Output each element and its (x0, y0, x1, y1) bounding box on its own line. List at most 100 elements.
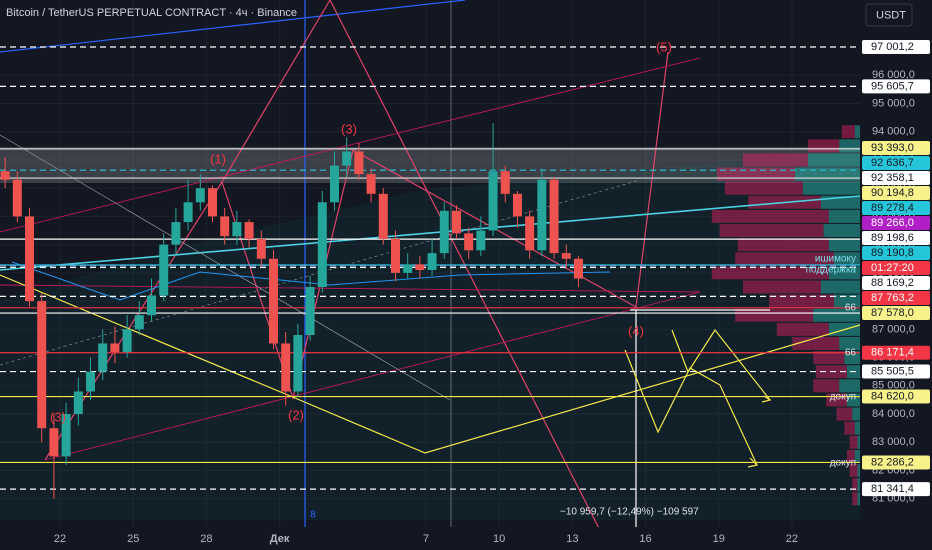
level-note: 66 (845, 348, 857, 359)
currency-box[interactable] (865, 3, 913, 27)
annotations: (1) (2) (3) (4) (5) (3) 66 66 66 докуп д… (50, 0, 886, 521)
y-tick-label: 96 000,0 (872, 69, 915, 81)
profile-down (776, 322, 829, 336)
level-label-box (862, 276, 930, 291)
level-label: 92 358,1 (871, 172, 914, 184)
candle-body (122, 329, 132, 352)
candle-body (110, 343, 120, 352)
candle-body (86, 371, 96, 392)
candle-body (37, 301, 47, 429)
level-label: 95 605,7 (871, 80, 914, 92)
profile-down (813, 379, 840, 393)
level-label-box (862, 389, 930, 404)
countdown-box (862, 261, 930, 276)
y-tick-label: 94 000,0 (872, 126, 915, 138)
level-label-box (862, 231, 930, 246)
profile-up (857, 435, 860, 449)
candle-body (488, 171, 498, 231)
wave-label: (2) (288, 407, 304, 422)
profile-down (719, 224, 824, 238)
candle-body (293, 335, 303, 392)
profile-up (828, 238, 860, 252)
level-label-box (862, 306, 930, 321)
level-label: 89 190,8 (871, 247, 914, 259)
level-label: 81 341,4 (871, 483, 914, 495)
trend-line (0, 274, 861, 454)
candle-body (537, 179, 547, 251)
profile-up (823, 224, 860, 238)
profile-up (857, 492, 860, 506)
channel-line (0, 284, 701, 293)
level-label-box (862, 216, 930, 231)
level-note: докуп (830, 392, 856, 403)
bar-number: 8 (310, 510, 316, 521)
candle-body (342, 151, 352, 166)
candle-body (25, 216, 35, 302)
profile-down (724, 181, 803, 195)
level-label: 89 198,6 (871, 232, 914, 244)
candle-body (403, 264, 413, 273)
candle-body (147, 295, 157, 316)
profile-down (836, 407, 853, 421)
profile-down (743, 153, 808, 167)
candle-body (378, 193, 388, 240)
profile-up (854, 125, 860, 139)
wave-label: (3) (341, 121, 357, 136)
profile-down (792, 336, 840, 350)
profile-up (852, 407, 860, 421)
level-label: 88 169,2 (871, 277, 914, 289)
profile-up (839, 379, 860, 393)
profile-up (834, 252, 860, 266)
candle-body (0, 171, 10, 180)
candle-body (464, 233, 474, 251)
scenario-arrow (671, 328, 771, 401)
profile-up (839, 336, 860, 350)
candle-body (525, 216, 535, 251)
zones (0, 147, 860, 520)
wave-label: (5) (656, 39, 672, 54)
measure-label: −10 959,7 (−12,49%) −109 597 (560, 507, 699, 518)
level-labels: 81 341,4 82 286,2 84 620,0 85 505,5 86 171,4… (862, 39, 930, 497)
level-label: 89 266,0 (871, 217, 914, 229)
y-tick-label: 83 000,0 (872, 436, 915, 448)
currency[interactable]: USDT (876, 9, 906, 21)
candle-body (549, 179, 559, 254)
grid (0, 0, 860, 527)
level-label-box (862, 246, 930, 261)
level-label-box (862, 171, 930, 186)
level-label-box (862, 364, 930, 379)
level-label-box (862, 39, 930, 54)
level-label-box (862, 79, 930, 94)
level-label-box (862, 186, 930, 201)
level-label-box (862, 141, 930, 156)
level-label: 89 278,4 (871, 202, 914, 214)
profile-down (849, 464, 858, 478)
level-label-box (862, 156, 930, 171)
x-tick-label: 25 (127, 533, 139, 545)
profile-up (854, 449, 860, 463)
profile-down (847, 449, 855, 463)
y-tick-label: 85 000,0 (872, 380, 915, 392)
profile-up (802, 181, 860, 195)
y-tick-label: 84 000,0 (872, 408, 915, 420)
profile-down (769, 294, 834, 308)
profile-up (854, 421, 860, 435)
level-label-box (862, 455, 930, 470)
range-band (0, 147, 860, 183)
x-tick-label: 19 (713, 533, 725, 545)
profile-down (743, 280, 821, 294)
level-note: докуп (830, 458, 856, 469)
candle-body (232, 222, 242, 237)
candle-body (354, 151, 364, 175)
candle-body (451, 210, 461, 234)
candle-body (244, 222, 254, 240)
candle-body (73, 391, 83, 415)
x-tick-label: 10 (493, 533, 505, 545)
candle-body (256, 239, 266, 259)
chart-title: Bitcoin / TetherUS PERPETUAL CONTRACT · … (6, 7, 297, 19)
candle-body (268, 258, 278, 344)
wave-line (221, 0, 331, 183)
candle-body (427, 253, 437, 271)
trend-line (0, 0, 466, 53)
level-label: 87 763,2 (871, 292, 914, 304)
